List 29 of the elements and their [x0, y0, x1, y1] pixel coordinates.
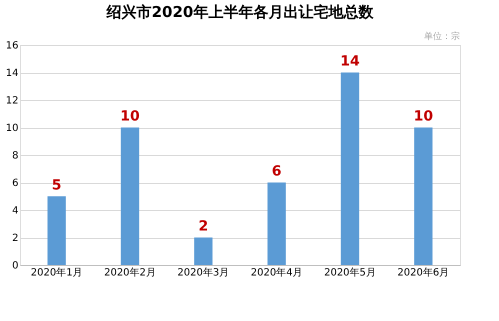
y-tick-label: 0	[12, 260, 18, 272]
x-tick-label: 2020年4月	[250, 266, 303, 278]
data-label: 10	[414, 108, 434, 124]
y-tick-label: 14	[6, 68, 18, 79]
y-tick-label: 16	[6, 40, 18, 52]
bar	[48, 196, 66, 265]
x-tick-label: 2020年5月	[324, 266, 376, 278]
bar	[268, 182, 286, 265]
data-label: 14	[340, 54, 360, 70]
y-tick-label: 10	[6, 123, 18, 134]
bar	[414, 128, 432, 265]
y-tick-label: 8	[12, 150, 18, 162]
x-tick-label: 2020年2月	[104, 266, 156, 278]
data-label: 6	[272, 164, 282, 180]
data-label: 2	[198, 218, 208, 234]
y-tick-label: 2	[12, 233, 18, 244]
data-label: 5	[52, 177, 62, 194]
bar	[120, 128, 140, 265]
data-label: 10	[120, 108, 140, 124]
x-tick-label: 2020年3月	[177, 266, 230, 278]
text: 单位：宗	[424, 31, 460, 42]
y-tick-label: 6	[12, 178, 18, 189]
chart-title: 绍兴市2020年上半年各月出让宅地总数	[106, 3, 374, 21]
x-tick-label: 2020年6月	[397, 266, 450, 278]
bar	[340, 72, 360, 265]
y-tick-label: 4	[12, 206, 18, 216]
y-tick-label: 12	[6, 96, 18, 106]
x-tick-label: 2020年1月	[30, 266, 83, 278]
bar	[194, 238, 212, 265]
